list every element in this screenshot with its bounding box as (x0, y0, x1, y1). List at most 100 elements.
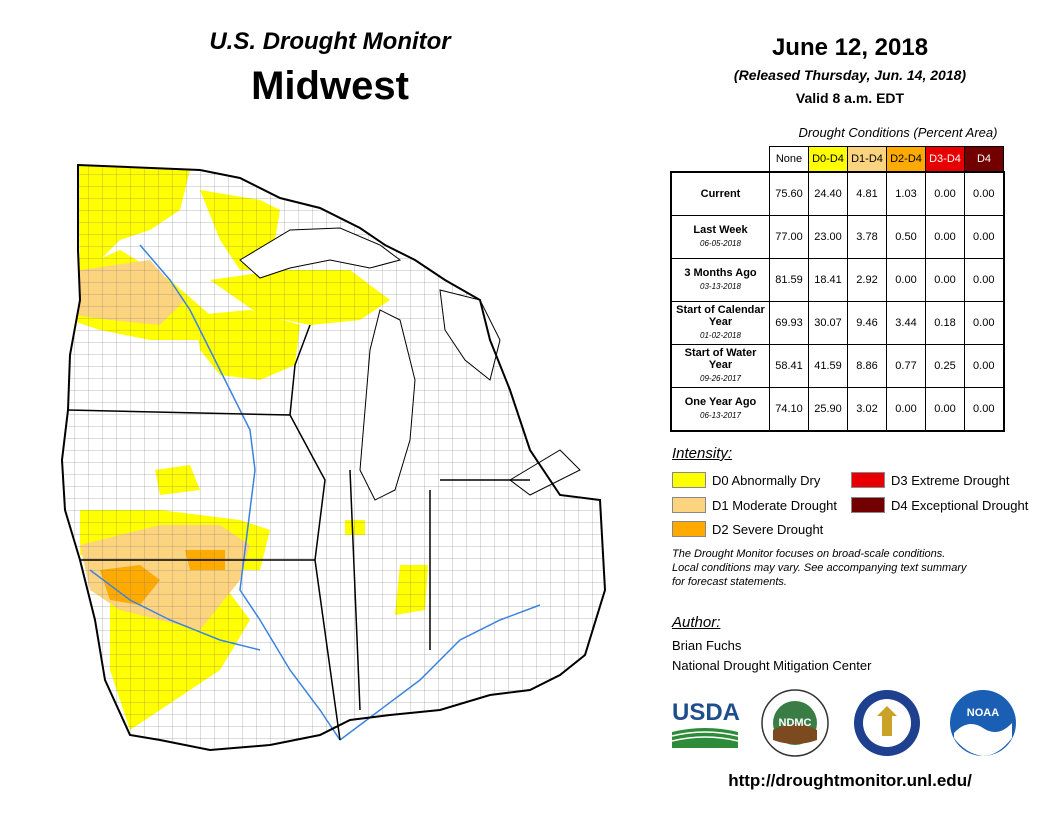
table-corner (671, 147, 770, 173)
cell: 18.41 (808, 258, 848, 302)
author-block: Brian Fuchs National Drought Mitigation … (672, 636, 871, 676)
cell: 77.00 (769, 215, 809, 259)
cell: 41.59 (808, 344, 848, 388)
cell: 69.93 (769, 301, 809, 345)
commerce-seal (854, 690, 920, 756)
row-date: 01-02-2018 (700, 331, 741, 340)
lake-superior (239, 227, 402, 279)
note-line: The Drought Monitor focuses on broad-sca… (672, 548, 946, 560)
legend-label: D1 Moderate Drought (712, 497, 838, 513)
ndmc-logo: NDMC (761, 689, 829, 757)
legend-label: D4 Exceptional Drought (891, 497, 1029, 513)
usda-logo-text: USDA (672, 699, 740, 726)
cell: 0.00 (925, 258, 965, 302)
disclaimer-note: The Drought Monitor focuses on broad-sca… (672, 547, 1032, 589)
table-row: Start of Calendar Year 01-02-2018 69.93 3… (670, 301, 1005, 345)
missouri-river (89, 569, 261, 651)
row-label: Start of Water Year 09-26-2017 (670, 344, 770, 388)
usda-logo: USDA (671, 699, 740, 748)
legend-item-d1: D1 Moderate Drought (672, 497, 837, 513)
author-org: National Drought Mitigation Center (672, 658, 872, 673)
noaa-logo: NOAA (950, 690, 1016, 756)
cell: 0.00 (886, 258, 926, 302)
cell: 0.00 (925, 171, 965, 216)
cell: 75.60 (769, 171, 809, 216)
row-label: 3 Months Ago 03-13-2018 (670, 258, 770, 302)
row-label: Current (670, 171, 770, 216)
cell: 0.00 (886, 387, 926, 432)
note-line: Local conditions may vary. See accompany… (672, 562, 967, 574)
col-d2-d4: D2-D4 (886, 146, 926, 173)
cell: 2.92 (847, 258, 887, 302)
cell: 0.00 (964, 258, 1005, 302)
col-d4: D4 (964, 146, 1004, 173)
cell: 4.81 (847, 171, 887, 216)
table-title: Drought Conditions (Percent Area) (798, 125, 998, 140)
author-name: Brian Fuchs (672, 638, 742, 653)
ohio-river (339, 604, 541, 741)
table-header-row: None D0-D4 D1-D4 D2-D4 D3-D4 D4 (671, 146, 1004, 173)
cell: 23.00 (808, 215, 848, 259)
lake-michigan (359, 309, 416, 501)
cell: 0.25 (925, 344, 965, 388)
cell: 9.46 (847, 301, 887, 345)
ndmc-logo-text: NDMC (779, 717, 812, 729)
valid-time: Valid 8 a.m. EDT (795, 90, 905, 106)
cell: 1.03 (886, 171, 926, 216)
legend-label: D0 Abnormally Dry (712, 472, 821, 488)
row-date: 06-05-2018 (700, 239, 741, 248)
legend-swatch (672, 472, 706, 488)
drought-conditions-table: None D0-D4 D1-D4 D2-D4 D3-D4 D4 Current … (670, 146, 1005, 432)
table-row: Last Week 06-05-2018 77.00 23.00 3.78 0.5… (670, 215, 1005, 259)
cell: 3.02 (847, 387, 887, 432)
legend-swatch (672, 521, 706, 537)
legend-item-d2: D2 Severe Drought (672, 521, 823, 537)
row-date: 09-26-2017 (700, 374, 741, 383)
cell: 30.07 (808, 301, 848, 345)
col-d3-d4: D3-D4 (925, 146, 965, 173)
cell: 81.59 (769, 258, 809, 302)
table-row: Current 75.60 24.40 4.81 1.03 0.00 0.00 (670, 171, 1005, 216)
cell: 0.00 (964, 215, 1005, 259)
legend-swatch (672, 497, 706, 513)
cell: 0.00 (964, 344, 1005, 388)
cell: 0.50 (886, 215, 926, 259)
cell: 8.86 (847, 344, 887, 388)
cell: 24.40 (808, 171, 848, 216)
region-title: Midwest (251, 64, 409, 108)
cell: 0.00 (964, 387, 1005, 432)
row-label: Last Week 06-05-2018 (670, 215, 770, 259)
row-date: 06-13-2017 (700, 411, 741, 420)
row-label: Start of Calendar Year 01-02-2018 (670, 301, 770, 345)
subtitle: U.S. Drought Monitor (209, 28, 451, 55)
author-title: Author: (672, 614, 721, 631)
website-url[interactable]: http://droughtmonitor.unl.edu/ (728, 771, 972, 790)
legend-swatch (851, 472, 885, 488)
row-date: 03-13-2018 (700, 282, 741, 291)
cell: 0.00 (925, 387, 965, 432)
map-date: June 12, 2018 (771, 34, 929, 61)
state-borders (67, 324, 530, 741)
table-row: Start of Water Year 09-26-2017 58.41 41.5… (670, 344, 1005, 388)
table-row: One Year Ago 06-13-2017 74.10 25.90 3.02 … (670, 387, 1005, 432)
midwest-map (61, 164, 606, 751)
table-row: 3 Months Ago 03-13-2018 81.59 18.41 2.92 … (670, 258, 1005, 302)
cell: 25.90 (808, 387, 848, 432)
col-d1-d4: D1-D4 (847, 146, 887, 173)
legend-label: D3 Extreme Drought (891, 472, 1010, 488)
legend-label: D2 Severe Drought (712, 521, 824, 537)
cell: 0.18 (925, 301, 965, 345)
mississippi-river (139, 244, 341, 741)
legend-item-d3: D3 Extreme Drought (851, 472, 1010, 488)
legend-item-d0: D0 Abnormally Dry (672, 472, 820, 488)
col-none: None (769, 146, 809, 173)
release-date: (Released Thursday, Jun. 14, 2018) (733, 67, 967, 83)
cell: 74.10 (769, 387, 809, 432)
cell: 3.78 (847, 215, 887, 259)
legend-item-d4: D4 Exceptional Drought (851, 497, 1028, 513)
note-line: for forecast statements. (672, 576, 787, 588)
cell: 0.00 (964, 301, 1005, 345)
legend-title: Intensity: (672, 445, 733, 462)
cell: 0.00 (964, 171, 1005, 216)
cell: 0.00 (925, 215, 965, 259)
